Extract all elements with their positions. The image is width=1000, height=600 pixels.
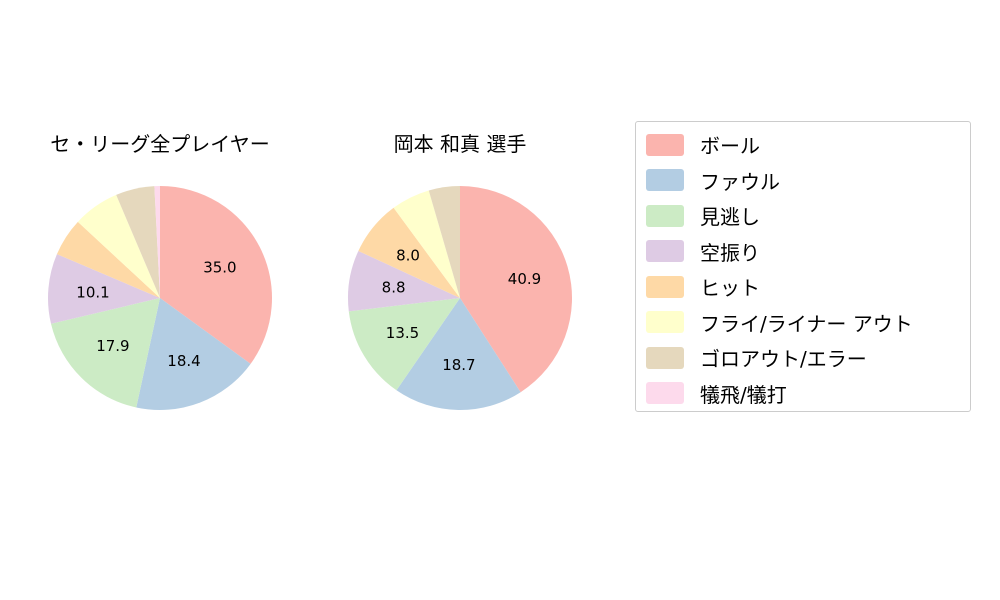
legend-swatch <box>646 240 684 263</box>
pie-slice <box>47 254 160 324</box>
legend-swatch <box>646 133 684 156</box>
legend-item: ファウル <box>646 163 970 199</box>
chart-title-league: セ・リーグ全プレイヤー <box>50 132 270 156</box>
legend-item: ボール <box>646 127 970 163</box>
pie-value-label: 40.9 <box>508 270 541 288</box>
chart-title-player: 岡本 和真 選手 <box>393 132 527 156</box>
pie-value-label: 18.7 <box>442 356 475 374</box>
legend-label: ゴロアウト/エラー <box>700 347 867 372</box>
pie-value-label: 35.0 <box>203 259 236 277</box>
pie-slice <box>160 186 272 364</box>
pie-value-label: 8.8 <box>382 279 406 297</box>
legend-label: ヒット <box>700 276 760 301</box>
pie-slice <box>116 186 160 298</box>
legend-swatch <box>646 275 684 298</box>
pie-slice <box>348 250 460 312</box>
legend-label: 犠飛/犠打 <box>700 382 787 407</box>
pie-slice <box>56 221 160 298</box>
legend-item: ゴロアウト/エラー <box>646 340 970 376</box>
legend-item: 犠飛/犠打 <box>646 376 970 412</box>
legend-label: 見逃し <box>700 205 760 230</box>
legend-item: 見逃し <box>646 198 970 234</box>
pie-slice <box>428 186 460 298</box>
pie-value-label: 17.9 <box>96 337 129 355</box>
legend-label: フライ/ライナー アウト <box>700 311 913 336</box>
legend-label: 空振り <box>700 240 760 265</box>
pie-slice <box>460 186 573 393</box>
legend-swatch <box>646 311 684 334</box>
legend-swatch <box>646 382 684 405</box>
pie-chart-0: 35.0 18.4 17.9 10.1 <box>47 186 272 410</box>
pie-value-label: 10.1 <box>76 283 109 301</box>
pie-slice <box>77 194 160 298</box>
legend-swatch <box>646 346 684 369</box>
legend-item: フライ/ライナー アウト <box>646 305 970 341</box>
legend-swatch <box>646 169 684 192</box>
pie-slice <box>348 298 460 391</box>
legend-item: 空振り <box>646 234 970 270</box>
pie-value-label: 13.5 <box>386 324 419 342</box>
pie-slice <box>393 190 460 298</box>
legend-item: ヒット <box>646 269 970 305</box>
pie-chart-1: 40.9 18.7 13.5 8.8 8.0 <box>348 186 573 411</box>
legend-label: ボール <box>700 134 760 159</box>
legend: ボールファウル見逃し空振りヒットフライ/ライナー アウト ゴロアウト/エラー 犠飛/… <box>635 121 971 412</box>
pie-value-label: 8.0 <box>396 247 420 265</box>
pie-slice <box>396 298 521 411</box>
legend-label: ファウル <box>700 169 780 194</box>
pie-value-label: 18.4 <box>167 352 200 370</box>
legend-swatch <box>646 204 684 227</box>
pie-slice <box>154 186 160 298</box>
pie-slice <box>51 298 160 408</box>
pie-slice <box>136 298 251 410</box>
pie-slice <box>358 207 460 298</box>
